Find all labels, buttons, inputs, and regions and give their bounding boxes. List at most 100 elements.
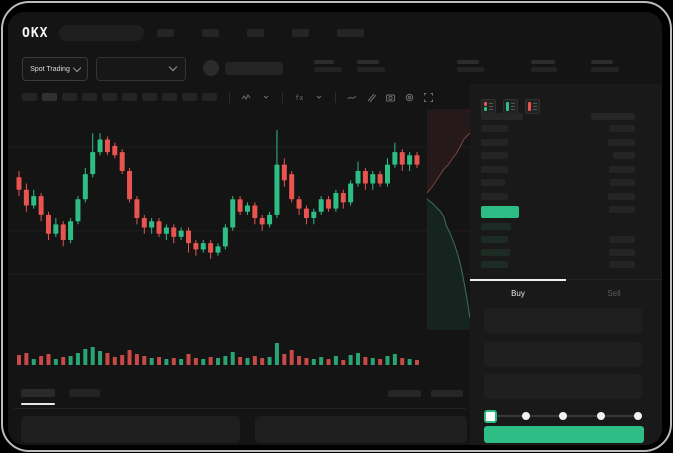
volume-bar [46, 354, 51, 365]
candle-body [222, 227, 228, 247]
volume-bar [407, 359, 412, 365]
candle-body [333, 192, 339, 209]
volume-bar [274, 343, 279, 365]
slider-stop-0pct[interactable] [484, 410, 497, 423]
orders-action-2[interactable] [431, 390, 463, 397]
volume-bar [304, 358, 309, 365]
volume-bar [112, 357, 117, 365]
okx-logo[interactable]: OKX [22, 25, 49, 41]
candle-body [75, 199, 81, 222]
nav-items [157, 29, 365, 37]
orderbook-row-ask[interactable] [470, 125, 662, 135]
candle-body [230, 199, 236, 228]
orderbook-row-bid[interactable] [470, 235, 662, 246]
timeframe-button-8[interactable] [162, 93, 177, 101]
ticker-stat-1 [314, 60, 342, 72]
candle-body [348, 183, 354, 203]
orderbook-row-bid[interactable] [470, 261, 662, 271]
volume-bar [311, 359, 316, 365]
price-chart[interactable] [8, 107, 471, 377]
amount-slider[interactable] [484, 410, 642, 423]
search-input[interactable] [59, 25, 145, 41]
book-both-icon[interactable] [481, 99, 496, 114]
volume-bar [238, 357, 243, 365]
indicators-icon[interactable]: fx [294, 92, 305, 103]
volume-bar [98, 351, 103, 365]
indicators-chevron-icon[interactable] [313, 92, 324, 103]
svg-text:fx: fx [295, 94, 303, 102]
volume-bar [245, 358, 250, 365]
orderbook-row-ask[interactable] [470, 138, 662, 149]
tab-buy[interactable]: Buy [511, 289, 525, 298]
tab-sell[interactable]: Sell [607, 289, 621, 298]
slider-stop-50pct[interactable] [559, 412, 567, 420]
candle-body [385, 164, 390, 184]
nav-item-4[interactable] [292, 29, 310, 37]
slider-stop-100pct[interactable] [634, 412, 642, 420]
fullscreen-icon[interactable] [423, 92, 434, 103]
orders-tab-active[interactable] [21, 389, 55, 397]
timeframe-button-9[interactable] [182, 93, 197, 101]
timeframe-button-6[interactable] [122, 93, 137, 101]
volume-bar [370, 358, 375, 365]
orderbook-amount-header [591, 113, 635, 120]
candle-body [244, 205, 250, 212]
total-input[interactable] [484, 374, 642, 399]
candle-body [186, 230, 192, 244]
orders-action-1[interactable] [388, 390, 421, 397]
orderbook-row-bid[interactable] [470, 248, 662, 259]
volume-bar [289, 350, 294, 365]
timeframe-button-3[interactable] [62, 93, 77, 101]
slider-stop-25pct[interactable] [521, 412, 530, 420]
candle-body [134, 199, 140, 219]
top-nav: OKX [22, 22, 648, 44]
nav-item-1[interactable] [157, 29, 175, 37]
ticker-stat-5 [591, 60, 619, 72]
camera-icon[interactable] [385, 92, 396, 103]
slider-stop-75pct[interactable] [596, 412, 605, 420]
amount-input[interactable] [484, 342, 642, 367]
timeframe-button-1[interactable] [22, 93, 37, 101]
line-tool-icon[interactable] [347, 92, 358, 103]
candle-body [178, 230, 184, 237]
candle-body [171, 227, 177, 237]
candle-body [311, 211, 317, 219]
timeframe-button-7[interactable] [142, 93, 157, 101]
candle-style-icon[interactable] [241, 92, 252, 103]
volume-bar [378, 359, 383, 365]
coin-avatar [203, 60, 219, 76]
candlestick-chart[interactable] [8, 107, 471, 377]
market-type-dropdown[interactable]: Spot Trading [22, 57, 88, 81]
orderbook-row-ask[interactable] [470, 152, 662, 162]
drawing-tools-icon[interactable] [366, 92, 377, 103]
style-chevron-icon[interactable] [260, 92, 271, 103]
nav-item-3[interactable] [247, 29, 265, 37]
last-price-badge[interactable] [481, 206, 519, 218]
timeframe-button-5[interactable] [102, 93, 117, 101]
volume-bar [400, 358, 405, 365]
volume-bar [333, 356, 338, 365]
timeframe-button-2[interactable] [42, 93, 57, 101]
pair-dropdown[interactable] [96, 57, 186, 81]
volume-bar [208, 357, 213, 365]
divider [14, 408, 466, 409]
nav-item-2[interactable] [202, 29, 220, 37]
candle-body [38, 196, 44, 215]
timeframe-button-10[interactable] [202, 93, 217, 101]
price-input[interactable] [484, 308, 642, 333]
orders-tab-2[interactable] [69, 389, 100, 397]
volume-bar [31, 359, 36, 365]
book-asks-icon[interactable] [525, 99, 540, 114]
volume-bar [17, 355, 21, 365]
nav-item-5[interactable] [337, 29, 365, 37]
orderbook-row-ask[interactable] [470, 192, 662, 203]
orderbook-row-ask[interactable] [470, 165, 662, 176]
timeframe-button-4[interactable] [82, 93, 97, 101]
volume-bar [201, 359, 206, 365]
book-bids-icon[interactable] [503, 99, 518, 114]
buy-submit-button[interactable] [484, 426, 644, 443]
candle-body [377, 174, 383, 184]
settings-gear-icon[interactable] [404, 92, 415, 103]
orderbook-row-ask[interactable] [470, 179, 662, 189]
orderbook-row-bid[interactable] [470, 223, 662, 233]
